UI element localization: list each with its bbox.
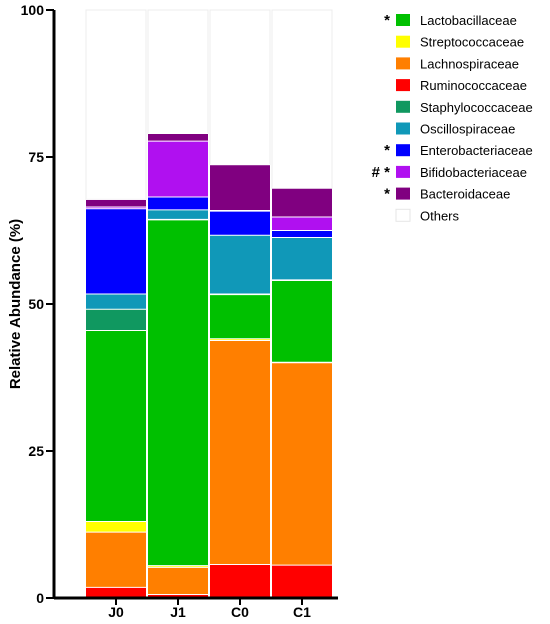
x-tick-label: C1	[293, 604, 311, 620]
legend-swatch-bifidobacteriaceae	[396, 165, 410, 178]
legend-marker: *	[384, 12, 390, 29]
x-tick-label: J1	[170, 604, 186, 620]
bar-segment-j0-bacteroidaceae	[86, 199, 146, 207]
legend-label-oscillospiraceae: Oscillospiraceae	[420, 122, 515, 137]
bar-segment-j1-oscillospiraceae	[148, 209, 208, 220]
bar-segment-c1-enterobacteriaceae	[272, 230, 332, 238]
legend-label-bacteroidaceae: Bacteroidaceae	[420, 187, 510, 202]
bar-segment-c1-others	[271, 9, 333, 189]
bar-segment-c0-bacteroidaceae	[210, 164, 270, 211]
bar-segment-c1-bifidobacteriaceae	[272, 216, 332, 231]
bar-segment-c0-lactobacillaceae	[210, 294, 270, 339]
y-tick-label: 25	[28, 443, 44, 459]
bar-segment-c1-oscillospiraceae	[272, 237, 332, 280]
bar-segment-j0-lactobacillaceae	[86, 330, 146, 522]
bar-segment-j1-enterobacteriaceae	[148, 196, 208, 210]
bar-segment-c0-others	[209, 9, 271, 166]
legend-marker: *	[384, 142, 390, 159]
bar-segment-c1-lachnospiraceae	[272, 362, 332, 566]
legend-swatch-lachnospiraceae	[396, 57, 410, 70]
bar-segment-j0-staphylococcaceae	[86, 309, 146, 331]
legend-swatch-lactobacillaceae	[396, 14, 410, 26]
bar-segment-j1-bacteroidaceae	[148, 133, 208, 142]
bar-segment-j1-lachnospiraceae	[148, 567, 208, 595]
bar-segment-j1-ruminococcaceae	[148, 594, 208, 598]
legend-swatch-streptococcaceae	[396, 35, 410, 48]
legend-label-staphylococcaceae: Staphylococcaceae	[420, 100, 533, 115]
bar-segment-c0-enterobacteriaceae	[210, 211, 270, 236]
legend-swatch-oscillospiraceae	[396, 122, 410, 135]
bar-segment-c0-lachnospiraceae	[210, 340, 270, 565]
bar-segment-j0-enterobacteriaceae	[86, 208, 146, 295]
legend-label-ruminococcaceae: Ruminococcaceae	[420, 78, 527, 93]
bar-segment-c1-ruminococcaceae	[272, 565, 332, 598]
bar-segment-j1-lactobacillaceae	[148, 219, 208, 566]
y-tick-label: 50	[28, 296, 44, 312]
legend-label-enterobacteriaceae: Enterobacteriaceae	[420, 143, 533, 158]
bar-segment-j0-bifidobacteriaceae	[86, 206, 146, 209]
legend-swatch-enterobacteriaceae	[396, 144, 410, 157]
y-axis-label: Relative Abundance (%)	[7, 219, 24, 389]
bar-segment-j1-bifidobacteriaceae	[148, 141, 208, 197]
bars-layer	[85, 9, 333, 598]
bar-segment-c1-bacteroidaceae	[272, 188, 332, 217]
y-tick-label: 100	[21, 2, 45, 18]
bar-segment-j0-others	[85, 9, 147, 200]
y-tick-label: 75	[28, 149, 44, 165]
y-ticks: 0 25 50 75 100	[21, 2, 54, 606]
legend-marker: *	[384, 186, 390, 203]
bar-segment-c0-streptococcaceae	[210, 338, 270, 341]
y-tick-label: 0	[36, 590, 44, 606]
legend-label-streptococcaceae: Streptococcaceae	[420, 35, 524, 50]
bar-segment-j0-oscillospiraceae	[86, 294, 146, 310]
legend-marker: # *	[372, 164, 391, 181]
legend-label-bifidobacteriaceae: Bifidobacteriaceae	[420, 165, 527, 180]
x-tick-label: J0	[108, 604, 124, 620]
bar-segment-j1-others	[147, 9, 209, 134]
x-tick-label: C0	[231, 604, 249, 620]
legend-label-lachnospiraceae: Lachnospiraceae	[420, 56, 519, 71]
legend-swatch-staphylococcaceae	[396, 100, 410, 113]
bar-segment-c0-oscillospiraceae	[210, 235, 270, 295]
legend: * Lactobacillaceae Streptococcaceae Lachnos…	[372, 12, 533, 223]
legend-swatch-others	[395, 208, 411, 222]
bar-segment-j0-ruminococcaceae	[86, 587, 146, 598]
x-ticks: J0 J1 C0 C1	[108, 598, 311, 620]
bar-segment-j1-streptococcaceae	[148, 565, 208, 568]
legend-swatch-bacteroidaceae	[396, 187, 410, 200]
bar-segment-j0-lachnospiraceae	[86, 532, 146, 588]
legend-swatch-ruminococcaceae	[396, 79, 410, 92]
legend-label-lactobacillaceae: Lactobacillaceae	[420, 13, 517, 28]
bar-segment-c0-ruminococcaceae	[210, 564, 270, 598]
legend-label-others: Others	[420, 208, 460, 223]
bar-segment-c1-lactobacillaceae	[272, 280, 332, 363]
bar-segment-j0-streptococcaceae	[86, 521, 146, 533]
